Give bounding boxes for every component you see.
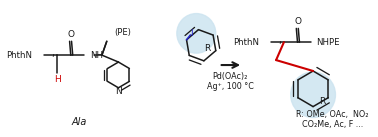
Text: O: O — [67, 30, 74, 39]
Text: N: N — [115, 87, 122, 96]
Text: R: OMe, OAc,  NO₂: R: OMe, OAc, NO₂ — [296, 110, 369, 119]
Text: PhthN: PhthN — [234, 38, 260, 47]
Text: R: R — [319, 97, 325, 106]
Text: R: R — [204, 44, 210, 53]
Text: NHPE: NHPE — [316, 38, 339, 47]
Text: Pd(OAc)₂: Pd(OAc)₂ — [213, 72, 248, 81]
Text: ,: , — [279, 35, 282, 45]
Circle shape — [177, 14, 216, 53]
Text: ,: , — [52, 48, 55, 58]
Text: NH: NH — [90, 51, 103, 60]
Text: Ag⁺, 100 °C: Ag⁺, 100 °C — [207, 82, 254, 91]
Text: O: O — [294, 17, 301, 26]
Text: CO₂Me, Ac, F ...: CO₂Me, Ac, F ... — [302, 120, 363, 129]
Text: I: I — [190, 29, 193, 38]
Text: (PE): (PE) — [115, 28, 132, 37]
Text: PhthN: PhthN — [6, 51, 32, 60]
Circle shape — [291, 72, 335, 118]
Text: H: H — [54, 75, 60, 84]
Text: Ala: Ala — [72, 117, 87, 127]
